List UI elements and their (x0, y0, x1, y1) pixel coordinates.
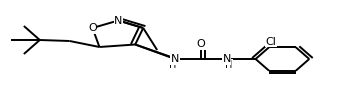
Text: H: H (225, 60, 232, 70)
Text: Cl: Cl (266, 37, 276, 47)
Text: O: O (197, 39, 205, 49)
Text: O: O (88, 23, 97, 33)
Text: N: N (223, 54, 231, 64)
Text: N: N (171, 54, 179, 64)
Text: N: N (114, 16, 122, 25)
Text: H: H (169, 60, 177, 70)
